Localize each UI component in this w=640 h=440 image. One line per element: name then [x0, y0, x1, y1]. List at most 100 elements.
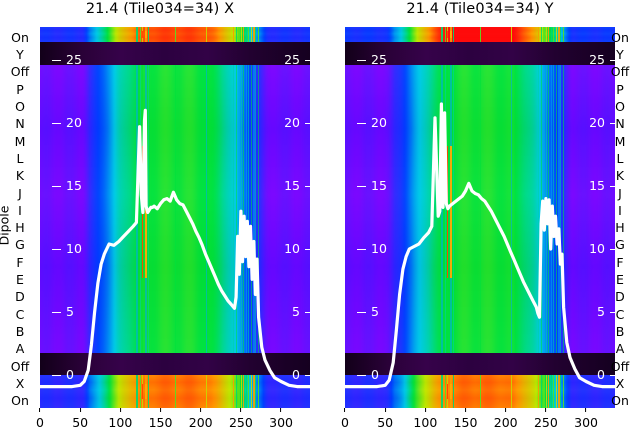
heatmap-band — [40, 27, 310, 42]
y-tick-left: 20 — [52, 115, 82, 130]
rfi-streak — [139, 375, 141, 408]
x-tick: 200 — [494, 408, 518, 430]
x-tick: 50 — [377, 408, 393, 430]
dipole-label: F — [616, 254, 624, 270]
rfi-streak — [480, 65, 482, 353]
rfi-streak — [245, 375, 248, 408]
rfi-streak — [245, 65, 248, 353]
rfi-streak — [250, 65, 252, 353]
rfi-streak-warm — [142, 145, 144, 279]
rfi-streak — [510, 375, 513, 408]
rfi-streak — [147, 375, 149, 408]
dipole-label: Off — [10, 64, 30, 80]
rfi-streak — [257, 375, 259, 408]
dipole-label: On — [611, 29, 629, 45]
rfi-streak — [136, 27, 138, 42]
rfi-streak — [147, 65, 149, 353]
rfi-streak — [236, 375, 238, 408]
x-tick: 100 — [413, 408, 437, 430]
dipole-label: O — [15, 98, 25, 114]
rfi-streak — [562, 375, 564, 408]
dipole-label: On — [11, 393, 29, 409]
rfi-streak-warm — [145, 384, 147, 400]
rfi-streak — [560, 65, 562, 353]
rfi-streak — [441, 65, 443, 353]
x-tick-mark — [119, 408, 121, 412]
x-tick-mark — [160, 408, 162, 412]
rfi-streak — [548, 65, 550, 353]
x-tick-label: 50 — [377, 415, 394, 430]
rfi-streak — [205, 375, 208, 408]
dipole-label: On — [611, 393, 629, 409]
dipole-label: L — [16, 150, 24, 166]
heatmap-gap-band — [40, 353, 310, 375]
heatmap-x[interactable]: 0 0 5 5 10 10 15 15 20 20 25 25 — [40, 27, 310, 408]
heatmap-y[interactable]: 0 0 5 5 10 10 15 15 20 20 25 25 — [345, 27, 615, 408]
rfi-streak — [250, 375, 252, 408]
x-tick: 0 — [341, 408, 349, 430]
y-tick-left: 25 — [357, 52, 387, 67]
rfi-streak-warm — [145, 145, 147, 279]
rfi-streak — [541, 27, 543, 42]
rfi-streak — [560, 27, 562, 42]
rfi-streak — [555, 375, 557, 408]
rfi-streak — [255, 27, 257, 42]
panel-x-title: 21.4 (Tile034=34) X — [85, 1, 235, 17]
dipole-label: A — [615, 341, 625, 357]
y-tick-right: 10 — [284, 241, 310, 256]
rfi-streak — [245, 27, 248, 42]
rfi-streak — [255, 65, 257, 353]
rfi-streak — [243, 65, 245, 353]
rfi-streak — [175, 65, 177, 353]
y-tick-left: 5 — [52, 304, 74, 319]
rfi-streak — [441, 27, 443, 42]
rfi-streak — [250, 27, 252, 42]
rfi-streak — [139, 65, 141, 353]
dipole-label: I — [18, 202, 22, 218]
panel-x: 21.4 (Tile034=34) X 0 0 5 5 10 10 15 15 20 20 25 25… — [36, 1, 310, 440]
x-axis-x: 0 50 100 150 200 250 300 — [36, 408, 310, 440]
rfi-streak — [548, 27, 550, 42]
rfi-streak — [248, 375, 250, 408]
rfi-streak — [444, 65, 446, 353]
rfi-streak — [240, 27, 242, 42]
y-tick-right: 5 — [292, 304, 310, 319]
rfi-streak — [550, 375, 553, 408]
dipole-label: X — [615, 375, 625, 391]
rfi-streak — [537, 375, 539, 408]
rfi-streak — [537, 65, 539, 353]
rfi-streak — [555, 27, 557, 42]
rfi-streak-warm — [450, 384, 452, 400]
x-tick: 100 — [108, 408, 132, 430]
y-tick-right: 15 — [284, 178, 310, 193]
rfi-streak — [510, 27, 513, 42]
rfi-streak — [553, 65, 555, 353]
rfi-streak — [452, 65, 454, 353]
heatmap-gap-band — [40, 42, 310, 65]
rfi-streak — [175, 27, 177, 42]
heatmap-gap-band — [345, 42, 615, 65]
rfi-streak — [255, 375, 257, 408]
x-tick-label: 0 — [341, 415, 349, 430]
x-tick-label: 300 — [574, 415, 598, 430]
dipole-label: B — [15, 323, 25, 339]
dipole-label: J — [18, 185, 22, 201]
heatmap-band — [40, 375, 310, 408]
dipole-label: K — [615, 167, 625, 183]
rfi-streak — [548, 375, 550, 408]
rfi-streak — [480, 27, 482, 42]
rfi-streak — [555, 65, 557, 353]
rfi-streak — [553, 27, 555, 42]
rfi-streak — [232, 65, 234, 353]
category-labels-right: On Y Off P O N M L K J I H G F E D C B A Off X On — [600, 27, 640, 408]
rfi-streak-warm — [142, 31, 144, 39]
x-tick-mark — [424, 408, 426, 412]
x-tick-label: 0 — [36, 415, 44, 430]
rfi-streak-warm — [447, 145, 449, 279]
rfi-streak — [557, 375, 560, 408]
dipole-label: O — [615, 98, 625, 114]
rfi-streak — [243, 375, 245, 408]
rfi-streak — [147, 27, 149, 42]
dipole-label: G — [15, 237, 25, 253]
rfi-streak — [562, 27, 564, 42]
